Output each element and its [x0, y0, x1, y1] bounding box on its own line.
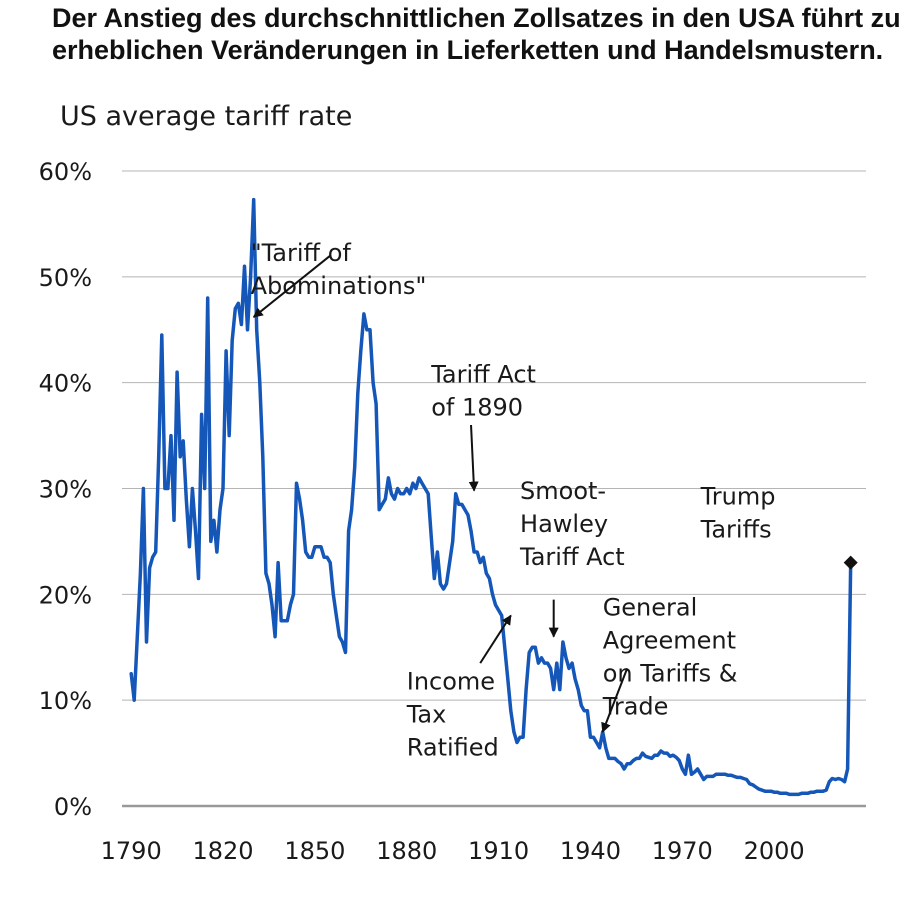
- chart-title: Der Anstieg des durchschnittlichen Zolls…: [52, 3, 901, 65]
- annotation-label: Tariff Act of 1890: [430, 361, 536, 422]
- x-tick-label: 1790: [101, 837, 162, 865]
- y-tick-label: 60%: [39, 158, 92, 186]
- annotation-arrow: [252, 254, 331, 318]
- annotation-arrow: [468, 424, 479, 492]
- annotation-line: Smoot-: [520, 477, 606, 505]
- annotation-line: Abominations": [251, 272, 427, 300]
- annotation-arrow: [479, 614, 512, 664]
- series-line: [129, 197, 853, 797]
- x-tick-label: 1910: [468, 837, 529, 865]
- annotation-line: Income: [407, 668, 495, 696]
- annotation-line: Agreement: [603, 627, 736, 655]
- y-tick-label: 10%: [39, 687, 92, 715]
- x-tick-label: 1850: [284, 837, 345, 865]
- y-tick-label: 50%: [39, 264, 92, 292]
- x-tick-label: 1970: [652, 837, 713, 865]
- annotation-label: Trump Tariffs: [700, 482, 776, 543]
- y-tick-label: 40%: [39, 370, 92, 398]
- annotation-line: Ratified: [407, 734, 499, 762]
- x-tick-label: 1940: [560, 837, 621, 865]
- annotation-arrow: [601, 668, 629, 733]
- annotation-line: "Tariff of: [251, 239, 352, 267]
- y-tick-label: 20%: [39, 581, 92, 609]
- annotation-line: of 1890: [431, 394, 523, 422]
- y-tick-label: 30%: [39, 476, 92, 504]
- annotation-line: Tariff Act: [430, 361, 536, 389]
- annotation-label: General Agreement on Tariffs & Trade: [602, 594, 738, 721]
- annotation-line: Tax: [406, 701, 447, 729]
- y-tick-label: 0%: [54, 793, 92, 821]
- annotation-line: Tariffs: [700, 515, 772, 543]
- end-point-marker: [843, 555, 858, 570]
- annotation-line: Tariff Act: [519, 543, 625, 571]
- annotation-line: Hawley: [520, 510, 608, 538]
- annotation-line: on Tariffs &: [603, 660, 738, 688]
- annotation-label: Smoot- Hawley Tariff Act: [519, 477, 625, 571]
- x-tick-label: 2000: [744, 837, 805, 865]
- annotation-line: Trump: [700, 482, 776, 510]
- annotation-label: Income Tax Ratified: [406, 668, 499, 762]
- annotation-label: "Tariff of Abominations": [251, 239, 427, 300]
- chart-subtitle: US average tariff rate: [60, 101, 353, 132]
- annotation-line: General: [603, 594, 698, 622]
- x-tick-label: 1820: [192, 837, 253, 865]
- x-tick-label: 1880: [376, 837, 437, 865]
